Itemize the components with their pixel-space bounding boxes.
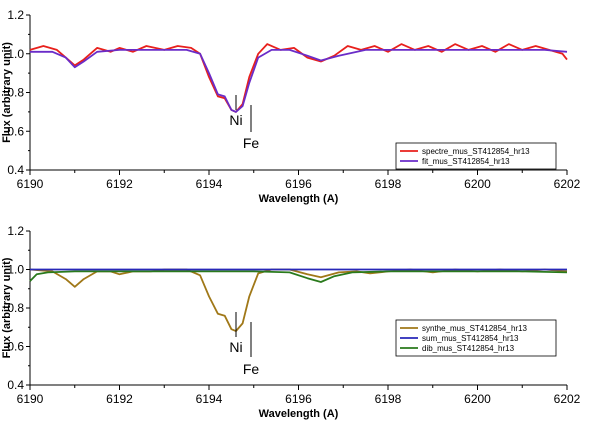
x-axis-title: Wavelength (A) xyxy=(259,408,339,420)
x-tick-label: 6198 xyxy=(375,392,402,406)
y-tick-label: 0.6 xyxy=(7,340,24,354)
legend: spectre_mus_ST412854_hr13fit_mus_ST41285… xyxy=(395,142,557,170)
annotation-label: Ni xyxy=(229,112,242,128)
x-tick-label: 6194 xyxy=(196,392,223,406)
x-tick-label: 6202 xyxy=(554,177,581,191)
legend-entry: sum_mus_ST412854_hr13 xyxy=(422,334,519,343)
x-axis-title: Wavelength (A) xyxy=(259,193,339,205)
x-tick-label: 6190 xyxy=(17,392,44,406)
legend-entry: synthe_mus_ST412854_hr13 xyxy=(422,324,528,333)
legend-box xyxy=(395,319,557,357)
x-tick-label: 6198 xyxy=(375,177,402,191)
y-tick-label: 0.8 xyxy=(7,86,24,100)
annotation-label: Fe xyxy=(243,135,260,151)
annotation-label: Fe xyxy=(243,361,260,377)
series-line-2 xyxy=(30,49,568,113)
annotation-label: Ni xyxy=(229,339,242,355)
x-tick-label: 6196 xyxy=(285,177,312,191)
y-axis-title: Flux (arbitrary unit) xyxy=(1,42,13,143)
x-tick-label: 6196 xyxy=(285,392,312,406)
legend-entry: fit_mus_ST412854_hr13 xyxy=(422,157,510,166)
y-tick-label: 0.6 xyxy=(7,124,24,138)
y-tick-label: 1.0 xyxy=(7,47,24,61)
series-line-1 xyxy=(29,43,568,113)
y-tick-label: 0.4 xyxy=(7,378,24,392)
series-line-3 xyxy=(29,270,568,283)
x-tick-label: 6194 xyxy=(196,177,223,191)
x-tick-label: 6192 xyxy=(106,392,133,406)
x-tick-label: 6192 xyxy=(106,177,133,191)
y-tick-label: 1.2 xyxy=(7,8,24,22)
y-axis-title: Flux (arbitrary unit) xyxy=(1,257,13,358)
x-tick-label: 6190 xyxy=(17,177,44,191)
chart-panel-2: 6190 6192 6194 6196 6198 6200 6202 0.4 0.6 0.8 1.0… xyxy=(1,224,581,420)
chart-panel-1: 6190 6192 6194 6196 6198 6200 6202 0.4 0.6 0.8 1.0… xyxy=(1,8,581,205)
x-tick-label: 6202 xyxy=(554,392,581,406)
y-tick-label: 0.4 xyxy=(7,163,24,177)
x-tick-label: 6200 xyxy=(464,392,491,406)
legend-entry: dib_mus_ST412854_hr13 xyxy=(422,344,515,353)
legend: synthe_mus_ST412854_hr13sum_mus_ST412854… xyxy=(395,319,557,357)
legend-box xyxy=(395,142,557,170)
legend-entry: spectre_mus_ST412854_hr13 xyxy=(422,147,530,156)
y-tick-label: 1.2 xyxy=(7,224,24,238)
y-tick-label: 0.8 xyxy=(7,301,24,315)
x-tick-label: 6200 xyxy=(464,177,491,191)
y-tick-label: 1.0 xyxy=(7,263,24,277)
